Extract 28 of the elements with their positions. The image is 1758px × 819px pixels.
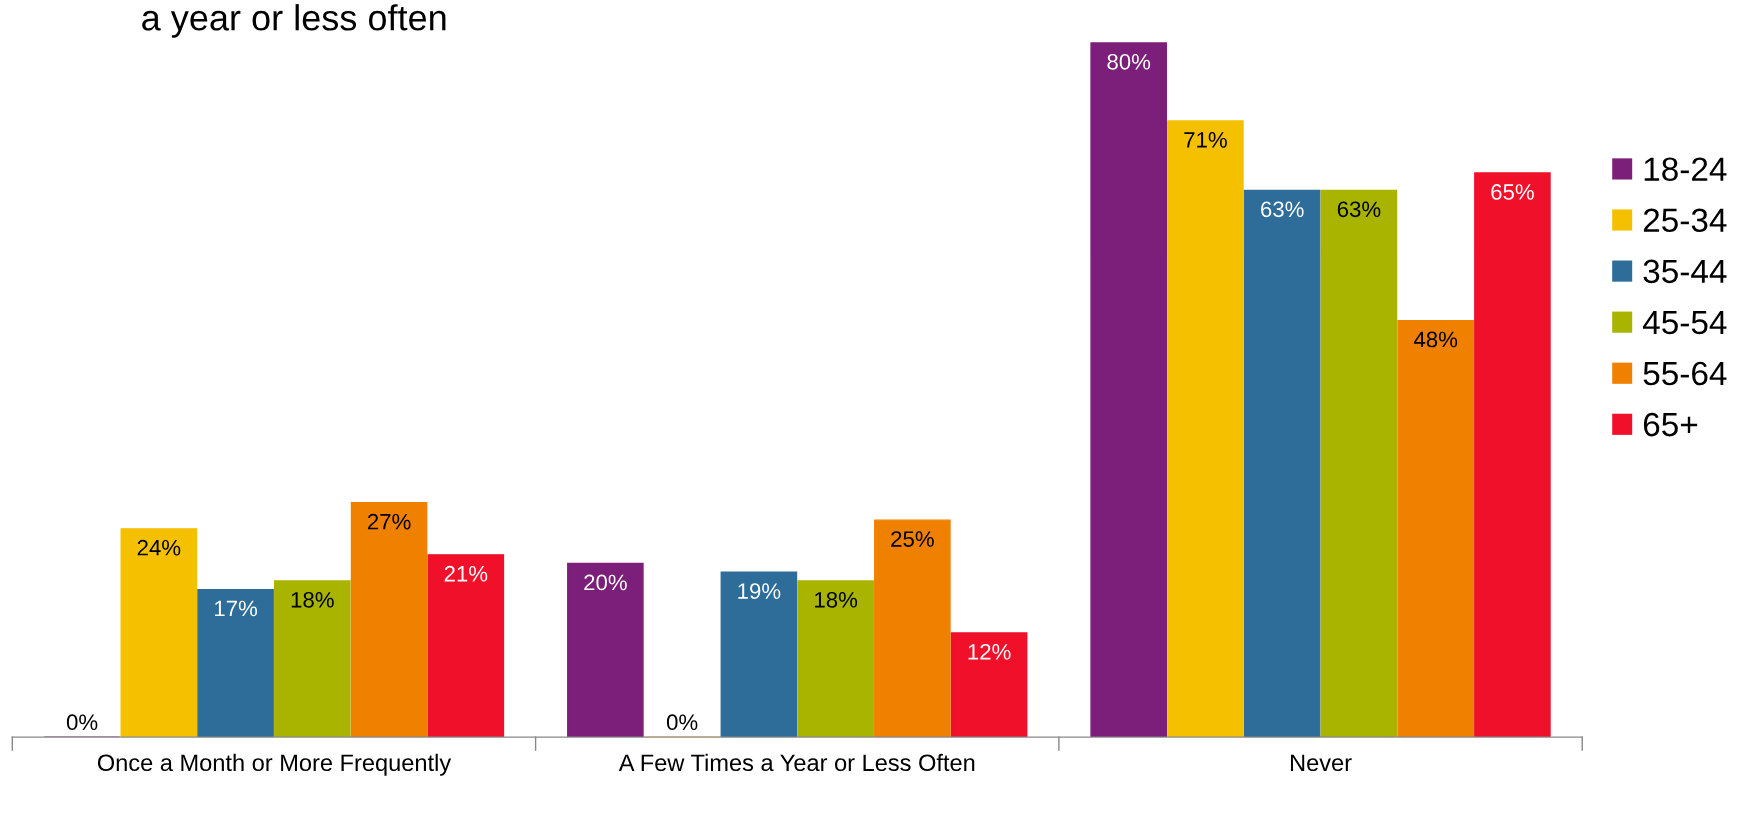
x-tick-label: A Few Times a Year or Less Often	[618, 753, 975, 772]
data-label: 48%	[1413, 331, 1458, 348]
data-label: 21%	[444, 565, 488, 582]
data-label: 80%	[1107, 53, 1151, 70]
legend-label: 18-24	[1644, 157, 1727, 182]
legend-label: 25-34	[1643, 208, 1727, 233]
data-label: 0%	[666, 714, 698, 731]
data-label: 71%	[1184, 132, 1227, 148]
data-label: 12%	[968, 643, 1011, 660]
data-label: 24%	[137, 539, 181, 556]
data-label: 18%	[291, 591, 334, 608]
legend-label: 55-64	[1643, 361, 1727, 386]
data-label: 19%	[738, 583, 781, 599]
data-label: 25%	[891, 531, 934, 547]
data-label: 20%	[584, 574, 627, 591]
x-tick-label: Once a Month or More Frequently	[97, 753, 452, 776]
legend-label: 45-54	[1642, 310, 1727, 335]
legend-label: 65+	[1643, 412, 1698, 437]
data-label: 63%	[1261, 201, 1304, 218]
data-label: 65%	[1491, 184, 1534, 200]
data-label: 27%	[367, 513, 411, 530]
data-label: 18%	[815, 591, 858, 608]
data-label: 63%	[1337, 201, 1381, 218]
data-label: 0%	[66, 714, 98, 731]
data-label: 17%	[215, 600, 258, 617]
chart-title: a year or less often	[142, 4, 446, 38]
legend-label: 35-44	[1643, 259, 1727, 284]
x-tick-label: Never	[1291, 754, 1352, 772]
